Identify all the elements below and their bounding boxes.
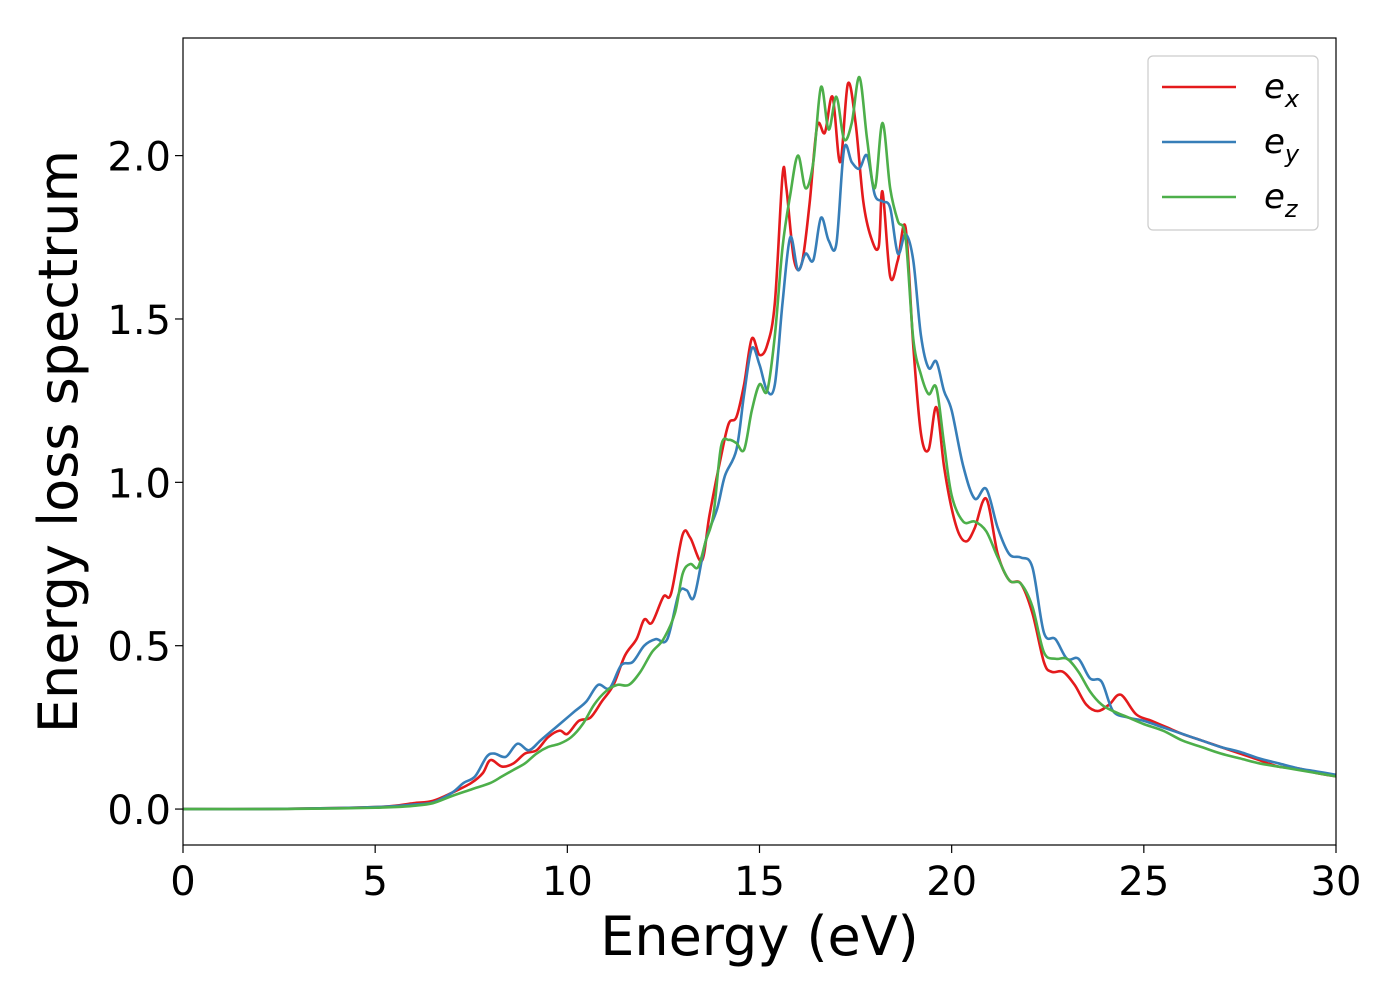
y-tick-label: 0.5 — [107, 625, 171, 671]
x-tick-label: 10 — [542, 859, 593, 905]
x-tick-label: 5 — [362, 859, 387, 905]
x-tick-label: 25 — [1118, 859, 1169, 905]
series-line-y — [183, 143, 1336, 811]
legend-label-base: e — [1264, 67, 1285, 107]
x-tick-label: 30 — [1311, 859, 1362, 905]
legend-label-base: e — [1264, 122, 1285, 162]
legend-label-z: ez — [1264, 177, 1299, 223]
x-axis-ticks: 0 5 10 15 20 25 30 — [170, 845, 1361, 905]
legend-label-subscript: y — [1284, 140, 1300, 168]
x-tick-label: 15 — [734, 859, 785, 905]
y-tick-label: 2.0 — [107, 135, 171, 181]
x-axis-label: Energy (eV) — [600, 905, 919, 968]
legend-label-x: ex — [1264, 67, 1300, 113]
legend-label-subscript: z — [1284, 195, 1299, 223]
series-layer — [183, 75, 1336, 811]
y-tick-label: 1.0 — [107, 461, 171, 507]
legend-label-y: ey — [1264, 122, 1300, 168]
series-line-x — [183, 81, 1336, 811]
y-axis-ticks: 0.0 0.5 1.0 1.5 2.0 — [107, 135, 183, 834]
legend-label-base: e — [1264, 177, 1285, 217]
y-axis-label: Energy loss spectrum — [27, 150, 90, 733]
series-line-z — [183, 75, 1336, 811]
x-tick-label: 20 — [926, 859, 977, 905]
legend-label-subscript: x — [1284, 85, 1300, 113]
x-tick-label: 0 — [170, 859, 195, 905]
y-tick-label: 1.5 — [107, 298, 171, 344]
y-tick-label: 0.0 — [107, 788, 171, 834]
